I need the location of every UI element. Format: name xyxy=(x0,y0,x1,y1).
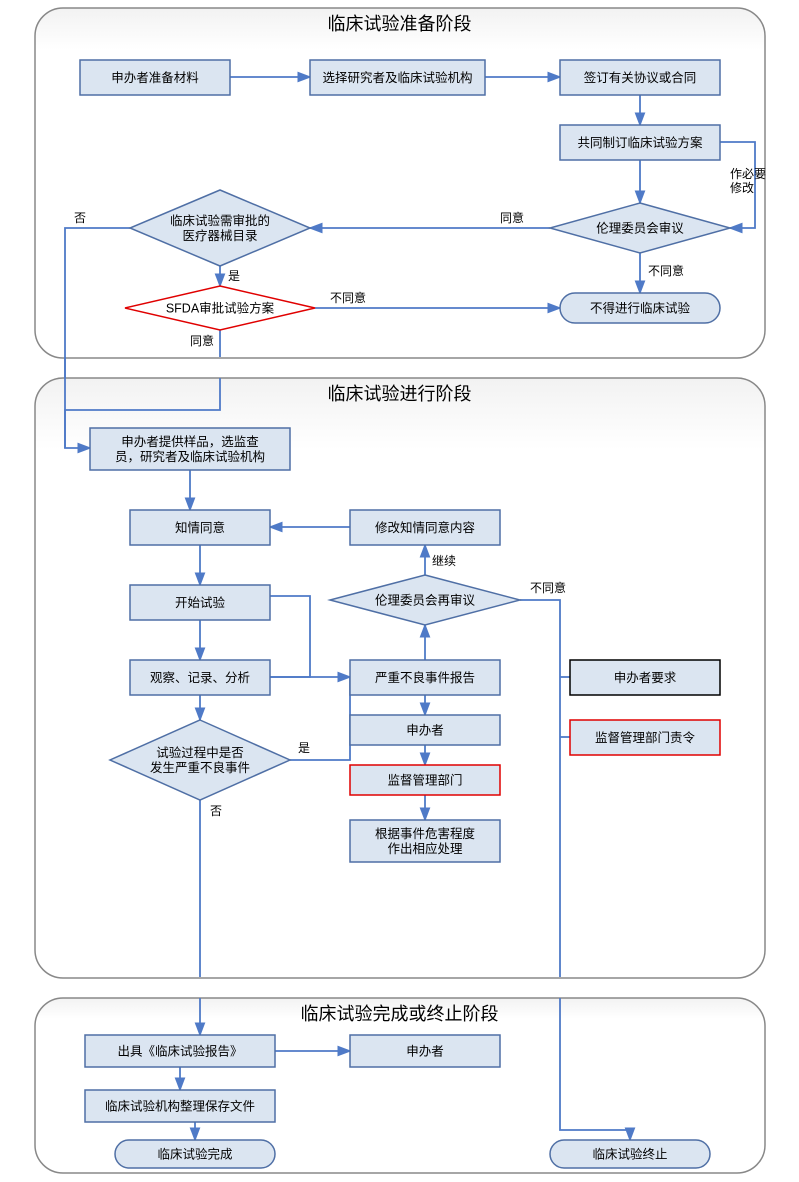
n_start: 开始试验 xyxy=(130,585,270,620)
node-text: 申办者提供样品，选监查 xyxy=(121,434,259,449)
n_prep: 申办者准备材料 xyxy=(80,60,230,95)
edge-label: 同意 xyxy=(500,210,524,225)
edge-label: 不同意 xyxy=(330,290,366,305)
node-text: 发生严重不良事件 xyxy=(150,760,250,775)
node-text: 开始试验 xyxy=(175,595,226,610)
edge-label: 修改 xyxy=(730,180,754,195)
node-text: 临床试验需审批的 xyxy=(170,213,270,228)
n_supdept: 监督管理部门 xyxy=(350,765,500,795)
node-text: 员，研究者及临床试验机构 xyxy=(115,449,265,464)
node-text: 选择研究者及临床试验机构 xyxy=(322,70,472,85)
node-text: 临床试验完成 xyxy=(157,1146,232,1161)
n_modify: 修改知情同意内容 xyxy=(350,510,500,545)
n_provide: 申办者提供样品，选监查员，研究者及临床试验机构 xyxy=(90,428,290,470)
edge-label: 不同意 xyxy=(648,263,684,278)
node-text: 临床试验终止 xyxy=(592,1146,667,1161)
node-text: 观察、记录、分析 xyxy=(150,671,250,685)
node-text: 严重不良事件报告 xyxy=(375,670,475,685)
node-text: 申办者准备材料 xyxy=(111,70,199,85)
edge-label: 是 xyxy=(228,269,240,283)
node-text: 申办者 xyxy=(406,1043,444,1058)
node-text: 出具《临床试验报告》 xyxy=(117,1043,242,1058)
n_sponsor2: 申办者 xyxy=(350,715,500,745)
n_demand: 申办者要求 xyxy=(570,660,720,695)
n_sign: 签订有关协议或合同 xyxy=(560,60,720,95)
n_consent: 知情同意 xyxy=(130,510,270,545)
n_plan: 共同制订临床试验方案 xyxy=(560,125,720,160)
edge-label: 否 xyxy=(74,211,86,225)
phase-title: 临床试验进行阶段 xyxy=(328,384,472,404)
n_select: 选择研究者及临床试验机构 xyxy=(310,60,485,95)
n_report: 严重不良事件报告 xyxy=(350,660,500,695)
node-text: 监督管理部门 xyxy=(387,772,462,787)
n_observe: 观察、记录、分析 xyxy=(130,660,270,695)
n_sponsor3: 申办者 xyxy=(350,1035,500,1067)
node-text: 根据事件危害程度 xyxy=(375,826,476,841)
node-text: SFDA审批试验方案 xyxy=(166,300,275,315)
n_term: 临床试验终止 xyxy=(550,1140,710,1168)
edge-label: 同意 xyxy=(190,333,214,348)
edge-label: 不同意 xyxy=(530,580,566,595)
n_handle: 根据事件危害程度作出相应处理 xyxy=(350,820,500,862)
n_issue: 出具《临床试验报告》 xyxy=(85,1035,275,1067)
node-text: 伦理委员会再审议 xyxy=(375,592,476,607)
node-text: 监督管理部门责令 xyxy=(595,730,696,745)
phase-title: 临床试验完成或终止阶段 xyxy=(301,1004,499,1024)
n_order: 监督管理部门责令 xyxy=(570,720,720,755)
edge-label: 否 xyxy=(210,804,222,818)
edge-label: 继续 xyxy=(432,554,456,568)
node-text: 修改知情同意内容 xyxy=(375,520,475,535)
edge-label: 作必要 xyxy=(730,167,766,181)
n_done: 临床试验完成 xyxy=(115,1140,275,1168)
node-text: 申办者要求 xyxy=(614,670,677,685)
edge-label: 是 xyxy=(298,741,310,755)
node-text: 不得进行临床试验 xyxy=(590,300,691,315)
n_forbid: 不得进行临床试验 xyxy=(560,293,720,323)
node-text: 知情同意 xyxy=(175,520,225,535)
node-text: 作出相应处理 xyxy=(387,841,463,856)
node-text: 伦理委员会审议 xyxy=(596,220,684,235)
phase-title: 临床试验准备阶段 xyxy=(328,14,472,34)
node-text: 临床试验机构整理保存文件 xyxy=(105,1098,255,1113)
node-text: 签订有关协议或合同 xyxy=(584,70,697,85)
node-text: 医疗器械目录 xyxy=(182,228,257,243)
n_archive: 临床试验机构整理保存文件 xyxy=(85,1090,275,1122)
node-text: 共同制订临床试验方案 xyxy=(577,135,703,150)
node-text: 申办者 xyxy=(406,722,444,737)
node-text: 试验过程中是否 xyxy=(156,745,244,760)
